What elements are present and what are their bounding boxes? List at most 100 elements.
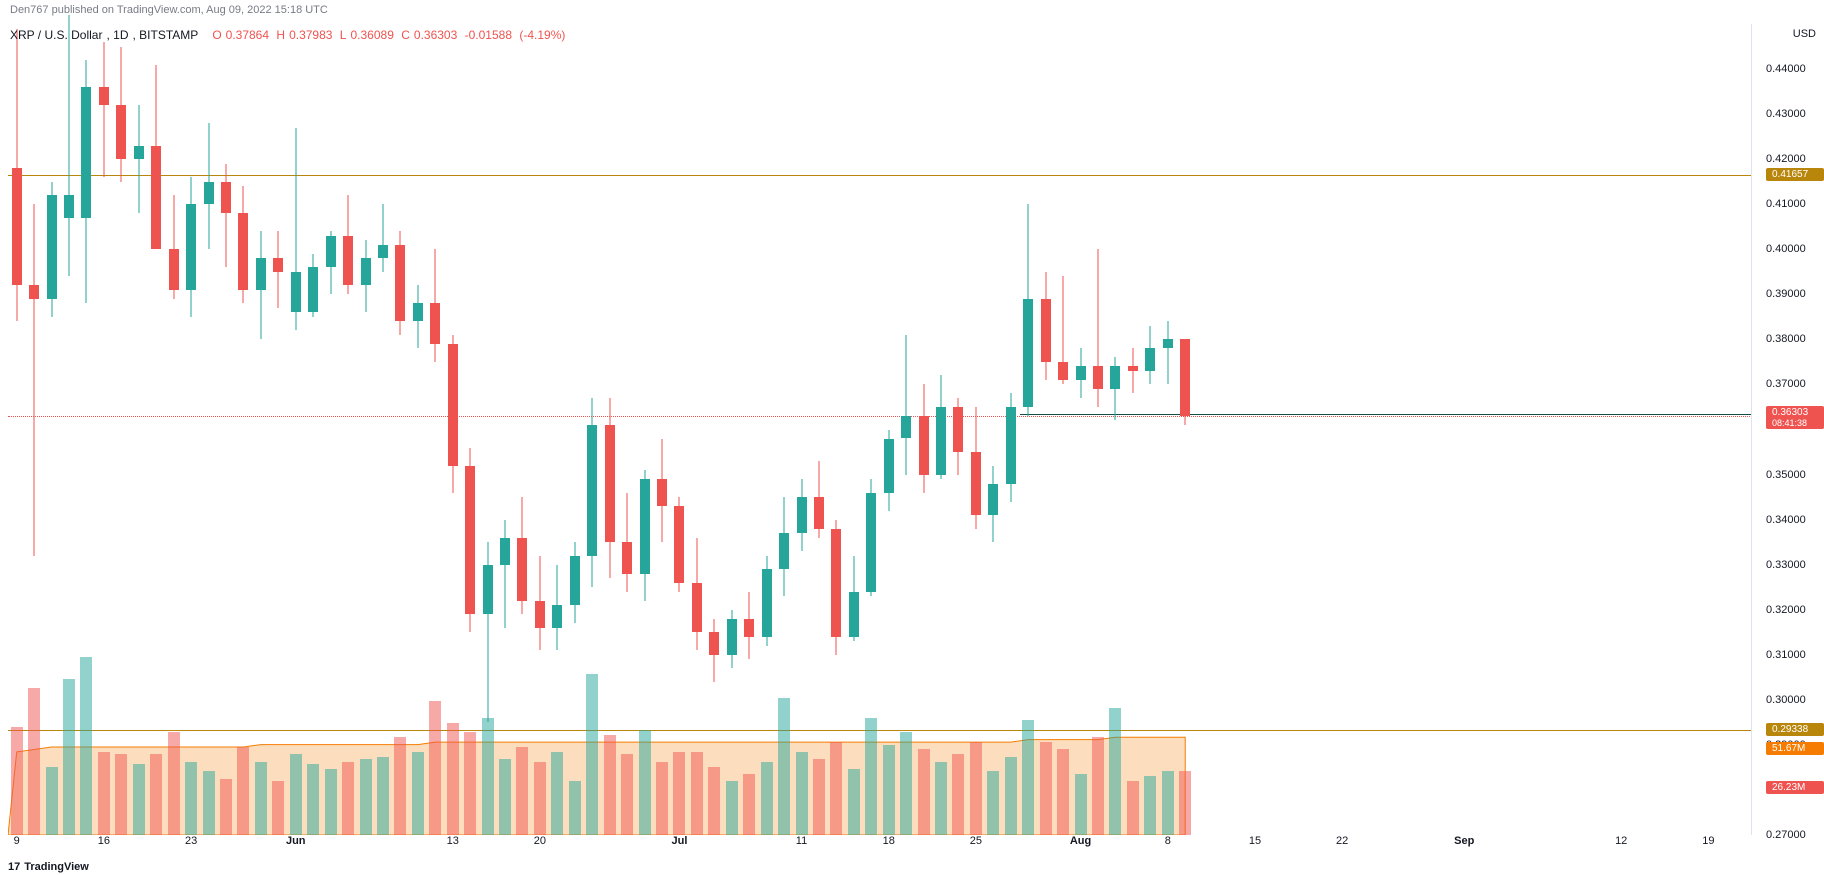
candle[interactable] bbox=[1040, 272, 1052, 380]
volume-bar[interactable] bbox=[813, 759, 825, 835]
candle[interactable] bbox=[11, 29, 23, 322]
candle[interactable] bbox=[203, 123, 215, 249]
volume-bar[interactable] bbox=[133, 764, 145, 835]
volume-bar[interactable] bbox=[185, 762, 197, 835]
candle[interactable] bbox=[813, 461, 825, 538]
volume-bar[interactable] bbox=[290, 754, 302, 835]
volume-bar[interactable] bbox=[534, 762, 546, 835]
volume-bar[interactable] bbox=[1092, 737, 1104, 835]
candle[interactable] bbox=[604, 398, 616, 578]
volume-bar[interactable] bbox=[743, 774, 755, 835]
volume-bar[interactable] bbox=[255, 762, 267, 835]
volume-bar[interactable] bbox=[621, 754, 633, 835]
candle[interactable] bbox=[621, 493, 633, 592]
time-axis[interactable]: 91623Jun1320Jul111825Aug81522Sep1219 bbox=[8, 835, 1752, 855]
volume-bar[interactable] bbox=[1005, 757, 1017, 835]
volume-bar[interactable] bbox=[412, 752, 424, 835]
volume-bar[interactable] bbox=[691, 752, 703, 835]
volume-bar[interactable] bbox=[1022, 720, 1034, 835]
candle[interactable] bbox=[447, 335, 459, 493]
volume-bar[interactable] bbox=[377, 757, 389, 835]
candle[interactable] bbox=[778, 497, 790, 596]
volume-bar[interactable] bbox=[220, 779, 232, 835]
candle[interactable] bbox=[307, 254, 319, 317]
candle[interactable] bbox=[1005, 393, 1017, 501]
volume-bar[interactable] bbox=[900, 732, 912, 835]
candle[interactable] bbox=[1075, 348, 1087, 398]
candle[interactable] bbox=[482, 542, 494, 722]
volume-bar[interactable] bbox=[80, 657, 92, 835]
volume-bar[interactable] bbox=[63, 679, 75, 835]
volume-bar[interactable] bbox=[551, 752, 563, 835]
volume-bar[interactable] bbox=[516, 747, 528, 835]
volume-bar[interactable] bbox=[203, 771, 215, 835]
candle[interactable] bbox=[586, 398, 598, 587]
volume-bar[interactable] bbox=[11, 727, 23, 835]
volume-bar[interactable] bbox=[1040, 742, 1052, 835]
volume-bar[interactable] bbox=[394, 737, 406, 835]
candle[interactable] bbox=[28, 204, 40, 555]
volume-bar[interactable] bbox=[342, 762, 354, 835]
volume-bar[interactable] bbox=[1057, 749, 1069, 835]
candle[interactable] bbox=[1127, 348, 1139, 393]
candle[interactable] bbox=[830, 520, 842, 655]
chart-area[interactable] bbox=[8, 24, 1752, 835]
volume-bar[interactable] bbox=[1162, 771, 1174, 835]
candle[interactable] bbox=[987, 466, 999, 543]
candle[interactable] bbox=[743, 592, 755, 660]
volume-bar[interactable] bbox=[307, 764, 319, 835]
volume-bar[interactable] bbox=[1179, 771, 1191, 835]
candle[interactable] bbox=[429, 249, 441, 362]
candle[interactable] bbox=[1057, 276, 1069, 384]
volume-bar[interactable] bbox=[865, 718, 877, 835]
candle[interactable] bbox=[970, 407, 982, 529]
candle[interactable] bbox=[551, 565, 563, 651]
volume-bar[interactable] bbox=[569, 781, 581, 835]
candle[interactable] bbox=[673, 497, 685, 592]
volume-bar[interactable] bbox=[1075, 774, 1087, 835]
candle[interactable] bbox=[691, 538, 703, 651]
volume-bar[interactable] bbox=[28, 688, 40, 835]
volume-bar[interactable] bbox=[586, 674, 598, 835]
volume-bar[interactable] bbox=[482, 718, 494, 835]
volume-bar[interactable] bbox=[429, 701, 441, 835]
candle[interactable] bbox=[325, 231, 337, 294]
volume-bar[interactable] bbox=[883, 745, 895, 835]
volume-bar[interactable] bbox=[778, 698, 790, 835]
candle[interactable] bbox=[290, 128, 302, 331]
volume-bar[interactable] bbox=[830, 742, 842, 835]
candle[interactable] bbox=[98, 42, 110, 177]
candle[interactable] bbox=[708, 619, 720, 682]
candle[interactable] bbox=[1092, 249, 1104, 407]
volume-bar[interactable] bbox=[726, 781, 738, 835]
candle[interactable] bbox=[516, 497, 528, 614]
candle[interactable] bbox=[360, 240, 372, 312]
volume-bar[interactable] bbox=[98, 752, 110, 835]
volume-bar[interactable] bbox=[796, 752, 808, 835]
candle[interactable] bbox=[883, 430, 895, 511]
volume-bar[interactable] bbox=[918, 749, 930, 835]
volume-bar[interactable] bbox=[1109, 708, 1121, 835]
candle[interactable] bbox=[918, 384, 930, 492]
volume-bar[interactable] bbox=[987, 771, 999, 835]
volume-bar[interactable] bbox=[499, 759, 511, 835]
candle[interactable] bbox=[464, 448, 476, 633]
volume-bar[interactable] bbox=[673, 752, 685, 835]
candle[interactable] bbox=[46, 182, 58, 317]
candle[interactable] bbox=[377, 204, 389, 272]
candle[interactable] bbox=[935, 375, 947, 479]
candle[interactable] bbox=[1109, 357, 1121, 420]
volume-bar[interactable] bbox=[325, 769, 337, 835]
candle[interactable] bbox=[1162, 321, 1174, 384]
candle[interactable] bbox=[796, 479, 808, 551]
candle[interactable] bbox=[133, 105, 145, 213]
volume-bar[interactable] bbox=[168, 732, 180, 835]
candle[interactable] bbox=[726, 610, 738, 669]
volume-bar[interactable] bbox=[970, 742, 982, 835]
candle[interactable] bbox=[115, 47, 127, 182]
volume-bar[interactable] bbox=[708, 767, 720, 835]
volume-bar[interactable] bbox=[848, 769, 860, 835]
candle[interactable] bbox=[848, 556, 860, 642]
volume-bar[interactable] bbox=[656, 762, 668, 835]
candle[interactable] bbox=[569, 542, 581, 623]
